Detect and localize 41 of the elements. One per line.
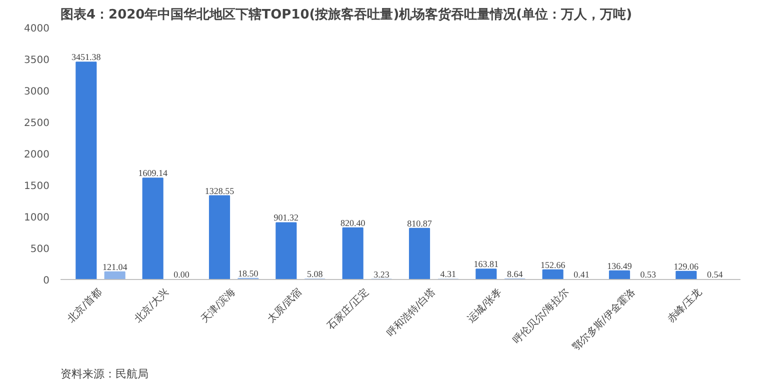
data-label: 0.00 xyxy=(174,270,190,280)
data-label: 901.32 xyxy=(274,212,299,223)
y-tick-label: 1500 xyxy=(24,181,50,192)
data-label: 0.54 xyxy=(706,269,724,280)
data-label: 163.81 xyxy=(474,259,499,270)
x-tick-label: 北京/大兴 xyxy=(132,286,172,326)
data-label: 0.41 xyxy=(574,269,590,280)
data-label: 0.53 xyxy=(640,269,657,280)
data-label: 810.87 xyxy=(407,218,432,228)
data-label: 129.06 xyxy=(674,261,700,272)
data-label: 3451.38 xyxy=(72,52,102,62)
data-label: 8.64 xyxy=(506,268,524,279)
x-tick-label: 石家庄/正定 xyxy=(324,286,372,332)
data-label: 136.49 xyxy=(607,260,632,271)
data-label: 3.23 xyxy=(374,269,390,280)
data-label: 5.08 xyxy=(306,269,324,280)
y-tick-label: 3500 xyxy=(24,55,50,66)
text: 资料来源：民航局 xyxy=(60,368,148,380)
data-label: 121.04 xyxy=(102,262,128,272)
x-tick-label: 北京/首都 xyxy=(65,286,104,326)
x-tick-label: 呼伦贝尔/海拉尔 xyxy=(510,286,572,346)
x-tick-label: 赤峰/玉龙 xyxy=(665,286,704,326)
y-tick-label: 3000 xyxy=(24,86,50,98)
x-tick-label: 太原/武宿 xyxy=(265,286,304,326)
y-tick-label: 0 xyxy=(43,276,50,286)
chart-title: 图表4：2020年中国华北地区下辖TOP10(按旅客吞吐量)机场客货吞吐量情况(单位：万人，万吨) xyxy=(60,6,632,22)
data-label: 4.31 xyxy=(440,269,456,280)
y-tick-label: 2500 xyxy=(24,118,50,129)
x-tick-label: 鄂尔多斯/伊金霍洛 xyxy=(570,286,638,354)
data-label: 1328.55 xyxy=(204,186,235,196)
data-label: 820.40 xyxy=(340,218,366,228)
x-tick-label: 运城/张孝 xyxy=(465,286,504,326)
data-label: 18.50 xyxy=(238,268,259,278)
x-tick-label: 呼和浩特/白塔 xyxy=(384,286,438,340)
y-tick-label: 2000 xyxy=(24,150,50,160)
data-label: 152.66 xyxy=(540,260,566,270)
y-tick-label: 500 xyxy=(30,244,50,255)
x-tick-label: 天津/滨海 xyxy=(198,286,238,326)
y-tick-label: 4000 xyxy=(24,24,50,34)
data-label: 1609.14 xyxy=(138,168,168,178)
y-tick-label: 1000 xyxy=(24,212,50,224)
